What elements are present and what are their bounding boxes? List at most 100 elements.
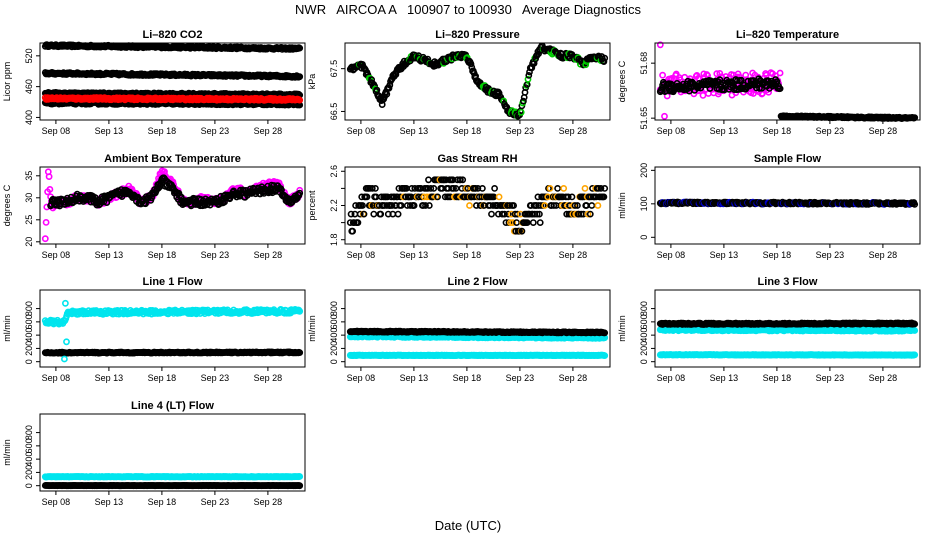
y-tick-label: 66.5 [329, 103, 339, 121]
y-tick-label: 25 [24, 215, 34, 225]
data-point [513, 219, 520, 226]
data-points [656, 41, 919, 122]
data-point [397, 202, 405, 209]
y-tick-label: 100 [639, 196, 649, 211]
x-tick-label: Sep 28 [869, 250, 898, 260]
data-point [389, 210, 397, 218]
y-tick-label: 2.2 [329, 199, 339, 212]
y-tick-label: 400 [24, 110, 34, 125]
x-tick-label: Sep 13 [400, 126, 429, 136]
y-tick-label: 30 [24, 193, 34, 203]
x-tick-label: Sep 28 [254, 126, 283, 136]
data-point [529, 219, 537, 226]
data-point [296, 44, 304, 52]
data-point [42, 218, 50, 226]
x-tick-label: Sep 23 [506, 126, 535, 136]
x-tick-label: Sep 18 [453, 126, 482, 136]
data-point [581, 184, 589, 192]
chart-title: Gas Stream RH [437, 153, 517, 165]
data-point [62, 299, 69, 307]
data-point [41, 235, 49, 243]
y-axis-label: ml/min [617, 192, 627, 219]
data-point [296, 73, 304, 81]
data-point [360, 210, 368, 218]
data-point [583, 202, 590, 209]
data-points [346, 327, 609, 359]
y-tick-label: 0 [24, 359, 34, 364]
data-point [601, 184, 609, 192]
chart-panel: Li–820 Temperature degrees C 51.65 51.68 Sep… [617, 29, 921, 136]
data-point [394, 210, 402, 218]
chart-title: Li–820 Pressure [435, 29, 519, 41]
x-tick-label: Sep 13 [400, 250, 429, 260]
data-point [510, 202, 517, 209]
data-point [776, 69, 784, 77]
data-point [588, 202, 596, 209]
x-tick-label: Sep 08 [657, 126, 686, 136]
y-tick-label: 1.8 [329, 233, 339, 246]
data-point [495, 193, 503, 201]
data-point [372, 193, 380, 201]
data-point [546, 184, 554, 192]
plot-frame [39, 42, 306, 121]
y-tick-label: 800 [24, 301, 34, 316]
x-tick-label: Sep 08 [42, 126, 71, 136]
data-points [346, 42, 609, 120]
y-tick-label: 460 [24, 79, 34, 94]
y-axis-label: degrees C [2, 184, 12, 226]
y-tick-label: 51.68 [639, 52, 649, 75]
y-axis-label: kPa [307, 74, 317, 90]
data-point [568, 193, 576, 201]
data-point [410, 202, 418, 209]
data-point [354, 219, 362, 226]
x-tick-label: Sep 13 [95, 250, 124, 260]
data-point [377, 210, 385, 218]
x-tick-label: Sep 23 [201, 373, 230, 383]
x-tick-label: Sep 18 [148, 126, 177, 136]
data-point [541, 202, 549, 209]
x-tick-label: Sep 18 [453, 250, 482, 260]
data-point [659, 71, 666, 79]
x-tick-label: Sep 08 [657, 250, 686, 260]
y-axis-label: degrees C [617, 60, 627, 102]
x-tick-label: Sep 18 [148, 373, 177, 383]
x-tick-label: Sep 23 [506, 250, 535, 260]
page-title: NWR AIRCOA A 100907 to 100930 Average Di… [295, 2, 641, 17]
y-tick-label: 51.65 [639, 107, 649, 130]
data-point [478, 184, 486, 192]
x-tick-label: Sep 18 [763, 126, 792, 136]
y-axis-label: ml/min [2, 315, 12, 342]
x-tick-label: Sep 13 [710, 250, 739, 260]
x-tick-label: Sep 23 [816, 250, 845, 260]
x-tick-label: Sep 08 [42, 250, 71, 260]
x-tick-label: Sep 28 [559, 250, 588, 260]
y-tick-label: 0 [639, 235, 649, 240]
chart-title: Li–820 Temperature [736, 29, 839, 41]
y-tick-label: 35 [24, 171, 34, 181]
x-tick-label: Sep 28 [559, 126, 588, 136]
data-point [434, 193, 441, 201]
y-tick-label: 2.6 [329, 165, 339, 178]
x-tick-label: Sep 13 [95, 373, 124, 383]
y-axis-label: percent [307, 190, 317, 221]
data-points [41, 41, 304, 109]
data-points [346, 176, 609, 235]
data-point [594, 202, 602, 209]
y-tick-label: 67.5 [329, 60, 339, 78]
data-point [370, 210, 378, 218]
data-point [63, 338, 70, 346]
data-points [41, 167, 304, 243]
data-point [699, 92, 707, 99]
x-tick-label: Sep 28 [869, 126, 898, 136]
x-tick-label: Sep 13 [710, 126, 739, 136]
x-tick-label: Sep 23 [816, 126, 845, 136]
y-tick-label: 520 [24, 48, 34, 63]
data-point [61, 355, 68, 363]
data-point [560, 184, 568, 192]
